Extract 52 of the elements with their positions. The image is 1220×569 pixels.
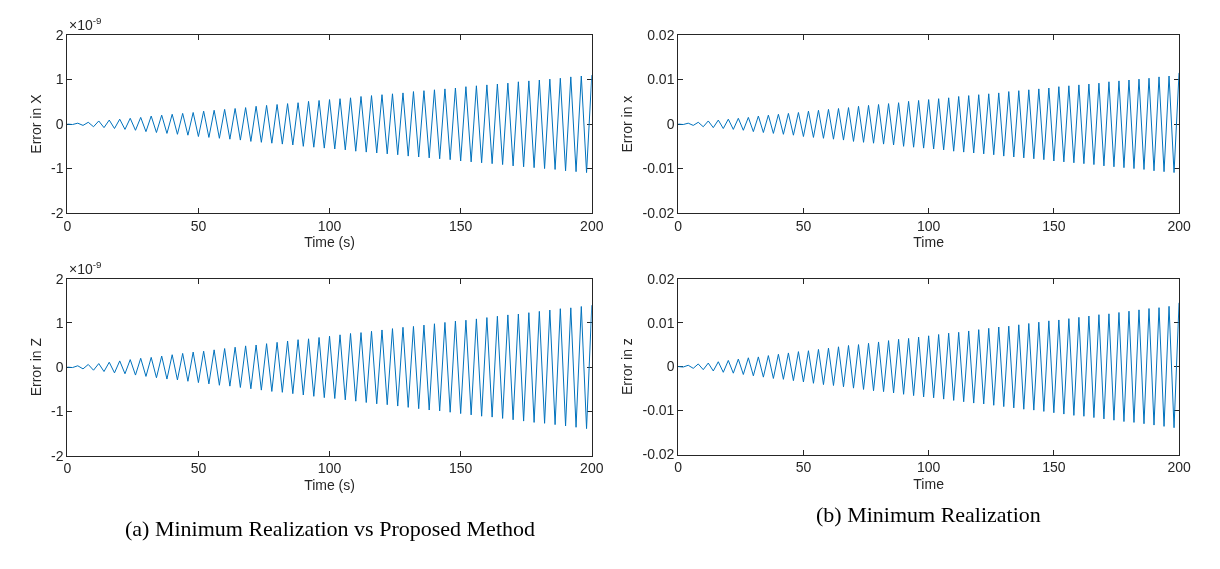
x-tick-label: 50 xyxy=(795,459,812,476)
y-tick-label: -0.01 xyxy=(642,402,675,419)
y-tick-label: -2 xyxy=(51,204,64,221)
x-tick-label: 100 xyxy=(317,217,342,234)
y-tick-label: -0.02 xyxy=(642,446,675,463)
y-axis-title: Error in Z xyxy=(27,337,44,397)
line-series xyxy=(678,302,1180,429)
y-tick-label: 0 xyxy=(55,115,64,132)
y-tick-label: 0 xyxy=(55,359,64,376)
y-tick-label: -2 xyxy=(51,447,64,464)
x-tick-label: 150 xyxy=(1042,459,1066,476)
x-axis-title: Time xyxy=(913,475,945,492)
y-tick-label: 0.02 xyxy=(647,270,675,287)
x-axis-title: Time (s) xyxy=(304,234,355,251)
x-tick-label: 100 xyxy=(916,459,941,476)
x-tick-label: 200 xyxy=(580,217,604,234)
y-axis-title: Error in z xyxy=(619,338,636,395)
y-tick-label: -1 xyxy=(51,160,64,177)
y-tick-label: 2 xyxy=(55,26,64,43)
line-series xyxy=(67,74,592,174)
x-tick-label: 150 xyxy=(448,217,473,234)
x-axis-title: Time (s) xyxy=(304,476,355,493)
y-tick-label: -0.02 xyxy=(642,204,675,221)
text: ×10$^{-9}$ xyxy=(69,15,102,33)
x-tick-label: 100 xyxy=(317,460,342,477)
line-series xyxy=(67,304,592,430)
y-tick-label: -1 xyxy=(51,403,64,420)
y-axis-title: Error in X xyxy=(27,93,44,154)
x-tick-label: 150 xyxy=(448,460,473,477)
x-tick-label: 200 xyxy=(1167,459,1191,476)
x-tick-label: 50 xyxy=(190,217,207,234)
x-tick-label: 200 xyxy=(580,460,604,477)
text: ×10$^{-9}$ xyxy=(69,259,102,277)
y-tick-label: 1 xyxy=(55,71,64,88)
y-tick-label: -0.01 xyxy=(642,160,675,177)
y-tick-label: 2 xyxy=(55,270,64,287)
x-tick-label: 50 xyxy=(190,460,207,477)
y-tick-label: 0.01 xyxy=(647,314,675,331)
text: (a) Minimum Realization vs Proposed Method xyxy=(125,516,535,541)
y-tick-label: 0 xyxy=(666,358,675,375)
y-axis-title: Error in x xyxy=(619,95,636,153)
y-tick-label: 0.01 xyxy=(647,71,675,88)
x-axis-title: Time xyxy=(913,234,945,251)
x-tick-label: 150 xyxy=(1042,217,1066,234)
line-series xyxy=(678,72,1180,174)
y-tick-label: 0.02 xyxy=(647,26,675,43)
y-tick-label: 0 xyxy=(666,115,675,132)
text: (b) Minimum Realization xyxy=(816,502,1041,527)
x-tick-label: 50 xyxy=(795,217,812,234)
y-tick-label: 1 xyxy=(55,314,64,331)
x-tick-label: 100 xyxy=(916,217,941,234)
x-tick-label: 200 xyxy=(1167,217,1191,234)
